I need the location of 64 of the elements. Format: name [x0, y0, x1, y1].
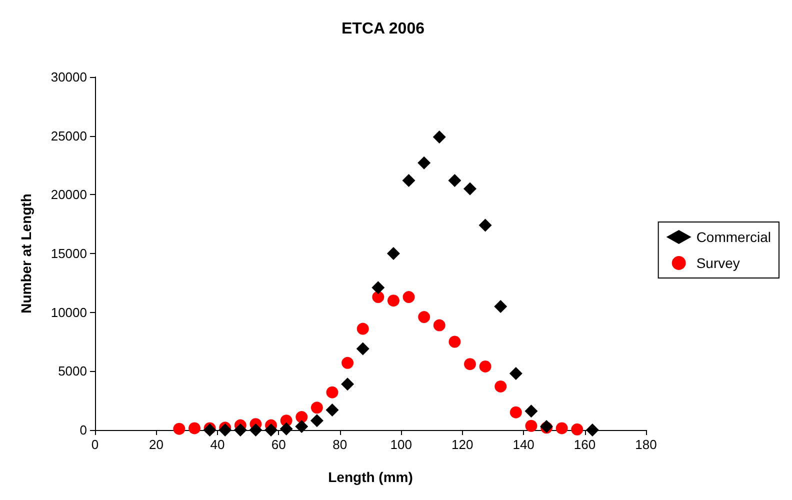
- point: [571, 423, 584, 436]
- point: [433, 319, 446, 332]
- point: [249, 424, 262, 436]
- y-tick-label: 20000: [50, 187, 87, 202]
- point: [586, 424, 599, 436]
- point: [234, 424, 247, 436]
- point: [418, 156, 431, 170]
- x-tick-label: 180: [635, 437, 657, 452]
- y-tick-label: 25000: [50, 128, 87, 144]
- point: [387, 294, 400, 307]
- point: [448, 336, 461, 348]
- point: [432, 130, 446, 144]
- point: [188, 422, 200, 434]
- x-axis-title: Length (mm): [328, 469, 413, 485]
- point: [510, 406, 522, 418]
- point: [556, 422, 568, 434]
- point: [342, 356, 354, 369]
- point: [310, 402, 323, 414]
- point: [524, 404, 538, 418]
- point: [296, 411, 308, 424]
- y-tick-label: 30000: [50, 70, 87, 84]
- point: [386, 247, 400, 260]
- point: [326, 386, 338, 398]
- point: [280, 422, 293, 436]
- y-tick-label: 5000: [58, 364, 87, 379]
- point: [509, 367, 522, 380]
- x-tick-label: 0: [91, 437, 99, 452]
- point: [478, 218, 492, 232]
- point: [295, 420, 308, 433]
- point: [218, 424, 232, 436]
- y-axis-title: Number at Length: [18, 194, 34, 314]
- x-tick-label: 80: [332, 437, 348, 452]
- point: [448, 174, 462, 188]
- point: [402, 174, 416, 188]
- point: [494, 300, 508, 313]
- x-tick-label: 40: [210, 437, 225, 452]
- point: [525, 420, 538, 432]
- point: [464, 358, 476, 370]
- point: [494, 380, 507, 392]
- x-tick-label: 160: [574, 437, 596, 452]
- point: [372, 281, 385, 294]
- y-tick-label: 10000: [50, 304, 87, 320]
- y-tick-label: 15000: [50, 246, 87, 261]
- point: [463, 182, 476, 196]
- legend-label: Survey: [696, 255, 740, 271]
- point: [372, 291, 384, 304]
- point: [310, 414, 324, 428]
- x-tick-label: 100: [390, 437, 412, 452]
- legend-label: Commercial: [696, 229, 772, 245]
- point: [341, 378, 354, 391]
- y-tick-label: 0: [80, 422, 87, 438]
- x-tick-label: 140: [512, 437, 534, 452]
- point: [402, 291, 415, 304]
- point: [264, 424, 278, 436]
- point: [479, 360, 492, 372]
- point: [356, 342, 370, 356]
- x-tick-label: 120: [451, 437, 474, 452]
- x-tick-label: 60: [271, 437, 286, 452]
- point: [326, 403, 339, 416]
- point: [356, 322, 369, 335]
- x-tick-label: 20: [148, 437, 164, 452]
- point: [418, 311, 430, 324]
- point: [173, 422, 186, 435]
- chart-title: ETCA 2006: [342, 20, 425, 38]
